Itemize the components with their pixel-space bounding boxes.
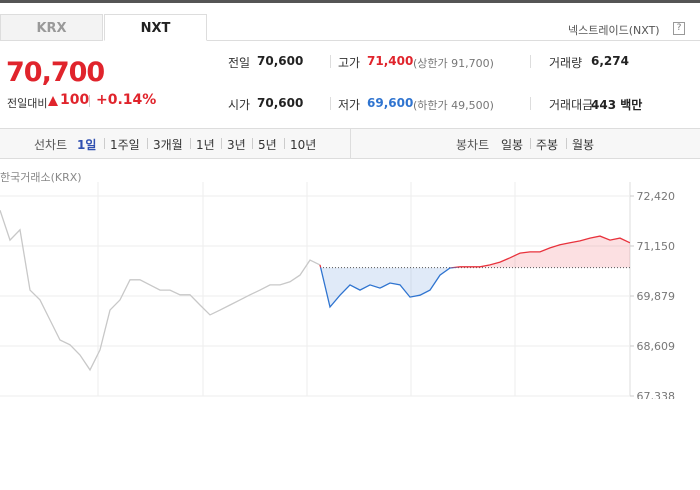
plot <box>0 209 630 372</box>
change-rate: +0.14% <box>96 92 157 108</box>
item-divider <box>284 138 285 149</box>
period-button[interactable]: 3년 <box>227 138 246 152</box>
cell-divider <box>530 97 531 110</box>
up-triangle <box>48 96 58 106</box>
cell-divider <box>330 97 331 110</box>
chart-type-label: 선차트 <box>34 138 68 152</box>
tab-line <box>207 40 700 41</box>
quote-note: (상한가 91,700) <box>413 57 494 70</box>
price-line <box>319 235 630 309</box>
period-button[interactable]: 일봉 <box>501 138 524 152</box>
change-label: 전일대비 <box>7 97 48 110</box>
period-button[interactable]: 주봉 <box>536 138 559 152</box>
period-button[interactable]: 1년 <box>196 138 215 152</box>
change: 100 <box>60 92 90 108</box>
quote-label: 저가 <box>338 98 361 112</box>
y-tick-label: 69,879 <box>637 290 676 303</box>
quote-value: 70,600 <box>257 96 304 110</box>
item-divider <box>104 138 105 149</box>
top-border <box>0 0 700 3</box>
y-tick-labels: 72,420 71,150 69,879 68,609 67,338 <box>637 190 676 403</box>
period-button[interactable]: 3개월 <box>153 138 183 152</box>
item-divider <box>252 138 253 149</box>
period-button[interactable]: 10년 <box>290 138 317 152</box>
y-tick-label: 72,420 <box>637 190 676 203</box>
help-icon[interactable]: ? <box>673 22 685 35</box>
item-divider <box>566 138 567 149</box>
quote-value: 71,400 <box>367 54 414 68</box>
cell-divider <box>330 55 331 68</box>
toolbar-divider <box>350 129 351 158</box>
quote-label: 거래량 <box>549 56 583 70</box>
item-divider <box>530 138 531 149</box>
area <box>320 236 630 307</box>
quote-value: 443 백만 <box>591 98 643 112</box>
price-line <box>0 209 321 372</box>
quote-note: (하한가 49,500) <box>413 99 494 112</box>
period-button[interactable]: 1일 <box>77 138 97 152</box>
item-divider <box>190 138 191 149</box>
period-button[interactable]: 월봉 <box>572 138 595 152</box>
market-name: 넥스트레이드(NXT) <box>568 24 660 37</box>
quote-value: 69,600 <box>367 96 414 110</box>
tab[interactable]: KRX <box>0 14 103 41</box>
quote-label: 고가 <box>338 56 361 70</box>
quote-label: 전일 <box>228 56 251 70</box>
chart-subtitle: 한국거래소(KRX) <box>0 171 82 184</box>
tab-active[interactable]: NXT <box>104 14 207 41</box>
period-button[interactable]: 1주일 <box>110 138 140 152</box>
quote-label: 시가 <box>228 98 251 112</box>
quote-value: 70,600 <box>257 54 304 68</box>
item-divider <box>147 138 148 149</box>
y-tick-label: 68,609 <box>637 340 676 353</box>
item-divider <box>221 138 222 149</box>
cell-divider <box>530 55 531 68</box>
quote-label: 거래대금 <box>549 98 594 112</box>
separator <box>89 95 90 107</box>
y-tick-label: 67,338 <box>637 390 676 403</box>
quote-value: 6,274 <box>591 54 629 68</box>
period-button[interactable]: 5년 <box>258 138 277 152</box>
price: 70,700 <box>6 57 105 88</box>
y-tick-label: 71,150 <box>637 240 676 253</box>
chart-type-label: 봉차트 <box>456 138 490 152</box>
